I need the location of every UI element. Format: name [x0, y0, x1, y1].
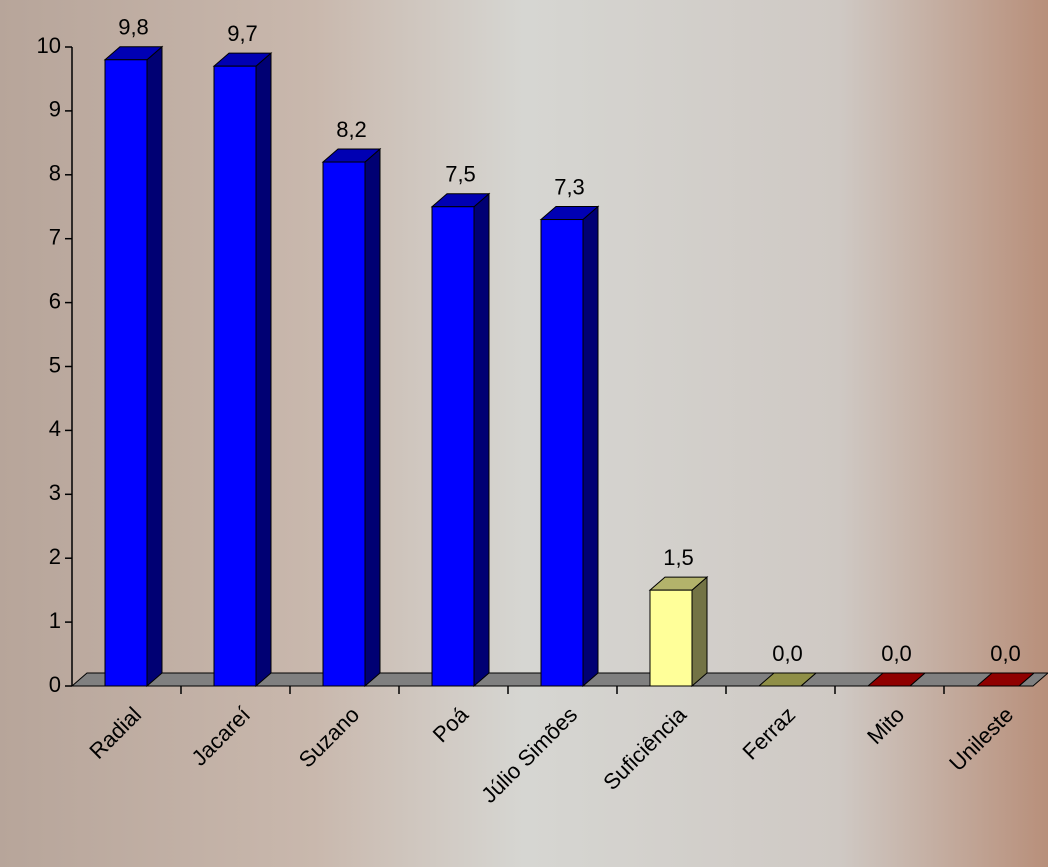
- bar: [213, 65, 257, 687]
- y-tick-label: 4: [49, 416, 61, 441]
- value-label: 7,5: [445, 162, 476, 187]
- bar-top: [757, 672, 818, 687]
- y-tick-label: 6: [49, 288, 61, 313]
- value-label: 0,0: [772, 641, 803, 666]
- y-tick-label: 8: [49, 161, 61, 186]
- bar-side: [582, 205, 599, 688]
- y-tick-label: 5: [49, 352, 61, 377]
- y-tick-label: 9: [49, 97, 61, 122]
- bar-side: [364, 147, 381, 688]
- value-label: 9,7: [227, 21, 258, 46]
- bar-side: [146, 45, 163, 688]
- value-label: 0,0: [881, 641, 912, 666]
- y-tick-label: 3: [49, 480, 61, 505]
- y-tick-label: 10: [37, 33, 61, 58]
- bar-side: [255, 52, 272, 688]
- bar: [540, 219, 584, 687]
- y-tick-label: 1: [49, 608, 61, 633]
- value-label: 7,3: [554, 174, 585, 199]
- y-tick-label: 0: [49, 672, 61, 697]
- value-label: 0,0: [990, 641, 1021, 666]
- bar-side: [691, 576, 708, 688]
- bar: [104, 59, 148, 687]
- bar-top: [866, 672, 927, 687]
- bar: [649, 589, 693, 687]
- y-tick-label: 7: [49, 225, 61, 250]
- y-tick-label: 2: [49, 544, 61, 569]
- value-label: 8,2: [336, 117, 367, 142]
- bar-top: [975, 672, 1036, 687]
- value-label: 9,8: [118, 15, 149, 40]
- bar: [322, 161, 366, 687]
- bar: [431, 206, 475, 687]
- bar-side: [473, 192, 490, 688]
- value-label: 1,5: [663, 545, 694, 570]
